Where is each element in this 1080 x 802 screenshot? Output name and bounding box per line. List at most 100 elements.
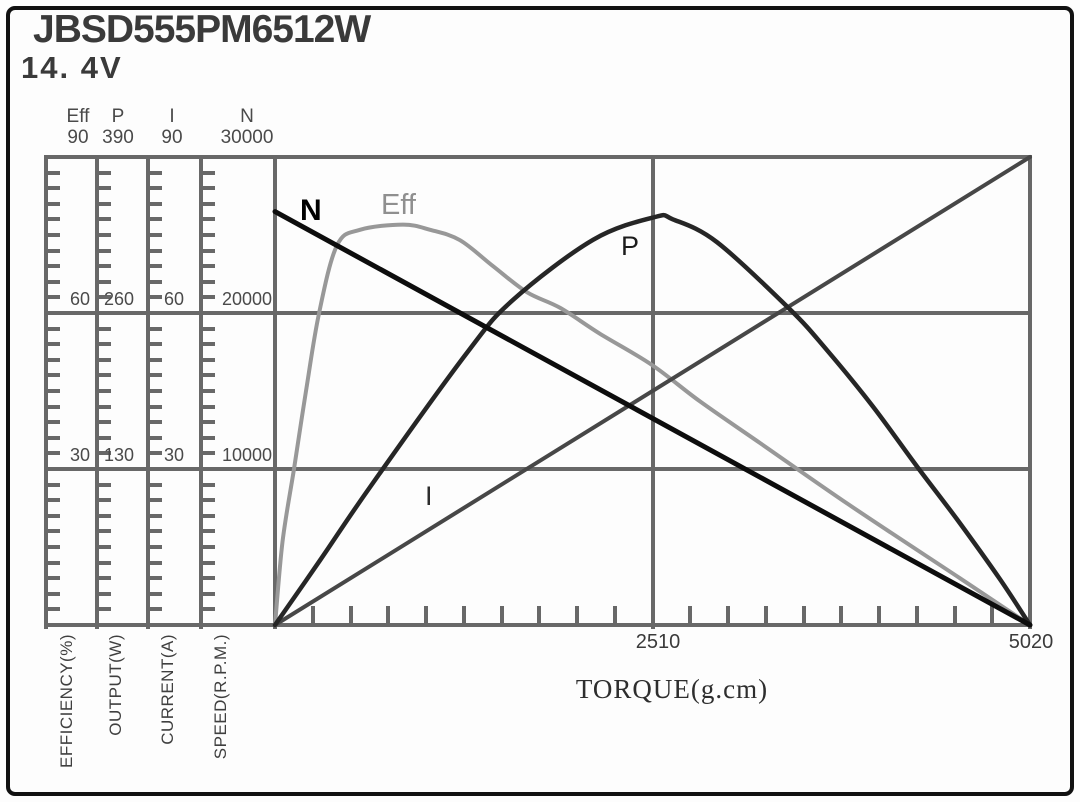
scale-max-value-eff: 90 <box>67 127 89 148</box>
x-axis-tick <box>612 606 617 625</box>
scale-tick <box>48 435 60 440</box>
curve-label-i: I <box>425 481 433 511</box>
scale-tick <box>48 498 60 503</box>
x-axis-tick <box>839 606 844 625</box>
scale-name-eff: Eff <box>66 106 90 127</box>
scale-tick <box>99 264 111 269</box>
scale-tick <box>150 389 162 393</box>
scale-tick <box>150 529 162 534</box>
axis-unit-label-n: SPEED(R.P.M.) <box>211 634 230 760</box>
scale-tick <box>150 482 162 487</box>
x-axis-tick <box>575 606 579 625</box>
scale-max-value-n: 30000 <box>220 127 274 148</box>
scale-tick <box>99 560 111 565</box>
scale-tick <box>48 201 60 206</box>
scale-tick <box>203 248 215 253</box>
scale-tick <box>203 404 215 409</box>
scale-tick <box>48 186 60 191</box>
scale-tick <box>99 451 111 456</box>
scale-tick <box>48 248 60 253</box>
x-axis-tick <box>990 606 995 625</box>
scale-tick <box>203 357 215 362</box>
x-axis-tick <box>310 606 315 625</box>
scale-tick <box>203 560 215 565</box>
scale-tick <box>99 186 111 191</box>
scale-tick <box>150 560 162 565</box>
scale-tick <box>48 217 60 222</box>
scale-max-value-i: 90 <box>161 127 183 148</box>
scale-tick <box>150 373 162 378</box>
scale-tick <box>203 170 215 175</box>
scale-value-label: 30 <box>163 445 185 465</box>
scale-tick <box>203 420 215 425</box>
page-title: JBSD555PM6512W <box>33 8 371 51</box>
scale-axis-line <box>199 155 203 629</box>
scale-name-p: P <box>111 106 125 127</box>
scale-tick <box>150 498 162 503</box>
scale-axis-line <box>44 155 48 629</box>
scale-tick <box>99 279 111 284</box>
scale-tick <box>99 404 111 409</box>
scale-tick <box>203 435 215 440</box>
scale-axis-line <box>146 155 150 629</box>
scale-value-label: 30 <box>69 445 91 465</box>
scale-tick <box>48 420 60 425</box>
scale-tick <box>203 326 215 331</box>
axis-unit-label-p: OUTPUT(W) <box>106 634 125 736</box>
scale-tick <box>48 560 60 565</box>
scale-tick <box>48 607 60 612</box>
scale-tick <box>99 201 111 206</box>
x-axis-tick <box>537 606 542 625</box>
scale-tick <box>99 342 111 347</box>
scale-tick <box>203 186 215 191</box>
scale-tick <box>150 248 162 253</box>
scale-tick <box>150 170 162 175</box>
scale-tick <box>48 513 60 518</box>
x-axis-tick <box>914 606 919 625</box>
scale-tick <box>99 482 111 487</box>
scale-tick <box>150 435 162 440</box>
scale-tick <box>203 279 215 284</box>
x-axis-tick <box>461 606 466 625</box>
scale-tick <box>48 529 60 534</box>
plot-border-line <box>1028 155 1032 629</box>
scale-tick <box>48 404 60 409</box>
curve-i <box>273 155 1032 627</box>
x-axis-tick <box>348 606 353 625</box>
chart-curves <box>272 155 1033 628</box>
scale-tick <box>48 591 60 596</box>
scale-tick <box>48 576 60 581</box>
scale-tick <box>99 170 111 175</box>
x-axis-title: TORQUE(g.cm) <box>575 674 769 704</box>
scale-tick <box>150 404 162 409</box>
scale-value-label: 10000 <box>221 445 273 465</box>
scale-tick <box>203 264 215 269</box>
scale-tick <box>99 435 111 440</box>
scale-tick <box>203 591 215 596</box>
scale-tick <box>150 326 162 331</box>
curve-eff <box>273 222 1032 627</box>
scale-tick <box>48 279 60 284</box>
scale-tick <box>99 420 111 425</box>
scale-axis-line <box>95 155 99 629</box>
x-axis-tick <box>499 606 504 625</box>
scale-tick <box>203 498 215 503</box>
scale-value-label: 60 <box>69 289 91 309</box>
scale-tick <box>203 513 215 518</box>
scale-tick <box>203 576 215 581</box>
scale-tick <box>203 451 215 456</box>
scale-tick <box>48 451 60 456</box>
x-axis-tick <box>952 606 957 625</box>
scale-tick <box>150 420 162 425</box>
x-tick-label-max: 5020 <box>1008 631 1054 653</box>
scale-tick <box>203 217 215 222</box>
scale-tick <box>48 295 60 300</box>
scale-tick <box>150 186 162 191</box>
x-axis-tick <box>726 606 730 625</box>
scale-tick <box>99 233 111 237</box>
scale-tick <box>150 342 162 347</box>
scale-tick <box>150 279 162 284</box>
grid-top-line <box>44 155 1032 159</box>
scale-tick <box>150 576 162 581</box>
scale-tick <box>150 201 162 206</box>
